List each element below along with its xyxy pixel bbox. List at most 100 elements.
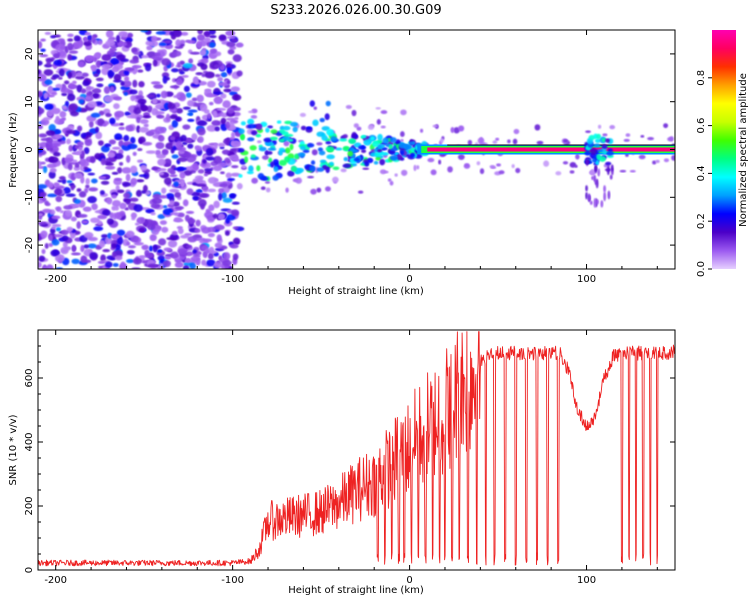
noise-blob [76,188,82,193]
snr-x-tick-label: 0 [406,575,412,586]
noise-blob [155,103,165,110]
noise-blob [123,91,128,96]
transition-blob [289,143,294,151]
scatter-blob [250,115,258,119]
noise-blob [205,247,210,254]
noise-blob [156,93,161,98]
noise-blob [46,59,51,67]
noise-blob [73,35,81,42]
noise-blob [79,158,87,166]
noise-blob [171,230,178,236]
noise-blob [232,226,239,230]
noise-blob [150,211,156,216]
noise-blob [100,254,107,262]
scatter-blob [498,170,505,175]
noise-blob [61,92,68,97]
noise-blob [63,205,73,210]
transition-blob [279,129,286,134]
noise-blob [55,115,60,122]
noise-blob [197,169,205,174]
noise-blob [44,31,52,35]
noise-blob [114,205,120,211]
noise-blob [99,176,107,180]
tone-dip-blob [601,144,608,150]
noise-blob [166,237,176,241]
noise-blob [225,137,231,146]
noise-blob [205,147,214,156]
noise-blob [183,170,193,176]
noise-blob [207,226,217,233]
transition-blob [285,147,291,154]
noise-blob [157,134,165,142]
noise-blob [134,222,140,226]
noise-blob [125,230,135,238]
noise-blob [157,168,167,172]
scatter-blob [345,104,352,110]
noise-blob [93,226,104,232]
noise-blob [227,177,236,182]
noise-blob [45,130,56,136]
noise-blob [187,143,194,149]
noise-blob [68,50,79,54]
noise-blob [196,120,208,127]
noise-blob [230,86,241,92]
noise-blob [99,190,105,195]
transition-blob [400,149,405,156]
transition-blob [318,150,326,156]
noise-blob [228,154,239,161]
transition-blob [317,147,324,152]
noise-blob [187,100,195,107]
tone-dip-blob [596,154,601,161]
noise-blob [179,70,185,75]
tone-dip-tail [603,185,606,193]
noise-blob [214,224,225,231]
noise-blob [43,69,54,76]
noise-blob [158,171,165,176]
transition-blob [266,151,273,155]
scatter-blob [513,128,520,135]
transition-blob [388,150,396,154]
scatter-blob [265,187,271,193]
noise-blob [66,226,74,232]
noise-blob [217,213,226,220]
noise-blob [229,194,236,200]
noise-blob [142,115,152,119]
noise-blob [220,192,227,199]
noise-blob [41,248,46,255]
noise-blob [91,35,96,44]
transition-blob [309,165,316,172]
tone-dip-tail [587,193,591,202]
scatter-blob [283,140,290,147]
noise-blob [71,258,80,265]
noise-blob [38,69,41,75]
noise-blob [94,152,102,160]
scatter-blob [383,170,389,174]
colorbar-tick-label: 0.8 [696,70,707,86]
transition-blob [325,100,331,107]
noise-blob [48,171,56,179]
scatter-blob [495,137,500,141]
scatter-blob [569,170,575,174]
noise-blob [153,84,164,89]
noise-blob [93,57,98,63]
noise-blob [47,193,58,198]
noise-blob [221,71,228,78]
noise-blob [147,223,156,231]
noise-blob [38,255,46,262]
noise-blob [140,164,147,171]
scatter-blob [476,161,481,166]
tone-dip-blob [607,148,613,152]
noise-blob [65,193,76,197]
noise-blob [70,184,76,189]
noise-blob [179,171,186,179]
snr-panel: -200 -100 0 100 0 200 400 600 Height of straig… [8,329,676,596]
scatter-blob [575,153,580,160]
noise-blob [132,257,142,265]
noise-blob [87,243,97,249]
scatter-blob [394,173,398,177]
noise-blob [207,177,218,184]
noise-blob [231,201,240,205]
scatter-blob [492,140,498,144]
noise-blob [46,109,54,117]
transition-blob [278,149,283,156]
